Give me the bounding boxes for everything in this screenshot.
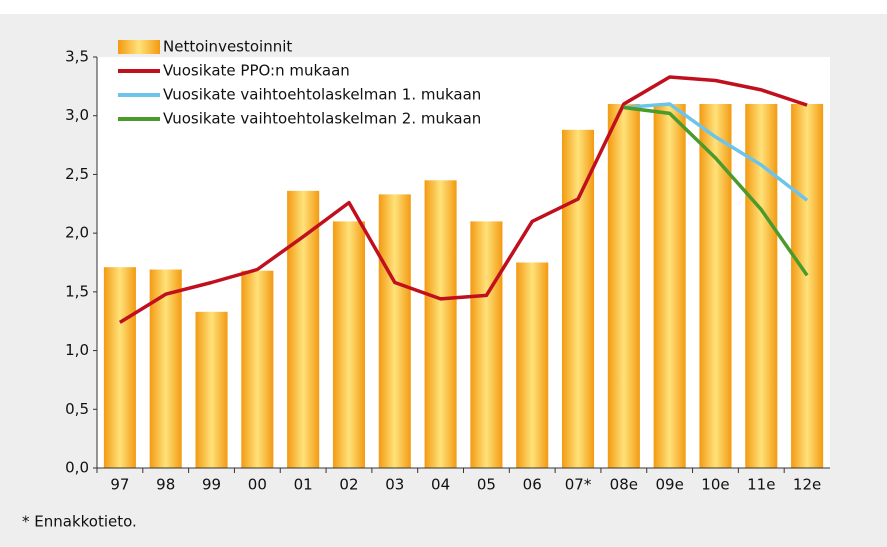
legend-label: Nettoinvestoinnit xyxy=(163,38,292,56)
bar xyxy=(332,221,366,468)
y-tick-label: 0,0 xyxy=(65,459,89,477)
bar xyxy=(470,221,503,468)
bar xyxy=(699,103,732,468)
x-tick-label: 07* xyxy=(565,476,592,494)
y-tick-label: 3,0 xyxy=(65,106,89,124)
x-tick-label: 09e xyxy=(655,476,683,494)
x-tick-label: 99 xyxy=(202,476,221,494)
bar xyxy=(791,103,824,468)
legend-label: Vuosikate PPO:n mukaan xyxy=(163,62,350,80)
bar xyxy=(653,103,686,468)
bar xyxy=(287,190,320,468)
bar xyxy=(195,311,228,468)
bar xyxy=(607,103,640,468)
y-tick-label: 2,0 xyxy=(65,224,89,242)
bar xyxy=(516,262,549,468)
x-tick-label: 02 xyxy=(339,476,358,494)
x-tick-label: 10e xyxy=(701,476,729,494)
line xyxy=(623,105,809,277)
x-tick-label: 06 xyxy=(523,476,542,494)
bar xyxy=(561,129,595,468)
bar xyxy=(241,270,274,468)
legend-swatch xyxy=(118,40,160,54)
legend-label: Vuosikate vaihtoehtolaskelman 1. mukaan xyxy=(163,86,481,104)
x-tick-label: 08e xyxy=(610,476,638,494)
y-tick-label: 1,5 xyxy=(65,282,89,300)
x-tick-label: 12e xyxy=(793,476,821,494)
x-tick-label: 01 xyxy=(294,476,313,494)
x-tick-label: 11e xyxy=(747,476,775,494)
bar xyxy=(424,180,457,469)
x-tick-label: 05 xyxy=(477,476,496,494)
top-strip xyxy=(0,0,887,14)
y-tick-label: 1,0 xyxy=(65,341,89,359)
footnote: * Ennakkotieto. xyxy=(22,513,137,531)
x-tick-label: 03 xyxy=(385,476,404,494)
legend-label: Vuosikate vaihtoehtolaskelman 2. mukaan xyxy=(163,110,481,128)
bar xyxy=(378,194,411,469)
line xyxy=(623,102,809,202)
y-tick-label: 3,5 xyxy=(65,48,89,66)
x-tick-label: 04 xyxy=(431,476,450,494)
x-tick-label: 00 xyxy=(248,476,267,494)
y-tick-label: 0,5 xyxy=(65,400,89,418)
x-tick-label: 98 xyxy=(156,476,175,494)
bar xyxy=(103,267,136,468)
line xyxy=(118,75,808,324)
y-tick-label: 2,5 xyxy=(65,165,89,183)
x-tick-label: 97 xyxy=(110,476,129,494)
